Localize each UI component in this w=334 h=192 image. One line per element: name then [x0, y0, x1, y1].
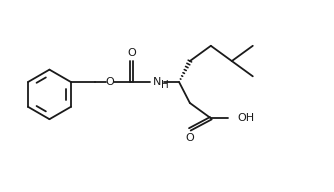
Text: O: O — [106, 77, 114, 87]
Text: O: O — [127, 48, 136, 58]
Text: H: H — [161, 79, 168, 89]
Text: OH: OH — [237, 113, 254, 123]
Text: O: O — [185, 133, 194, 143]
Text: N: N — [153, 77, 162, 87]
